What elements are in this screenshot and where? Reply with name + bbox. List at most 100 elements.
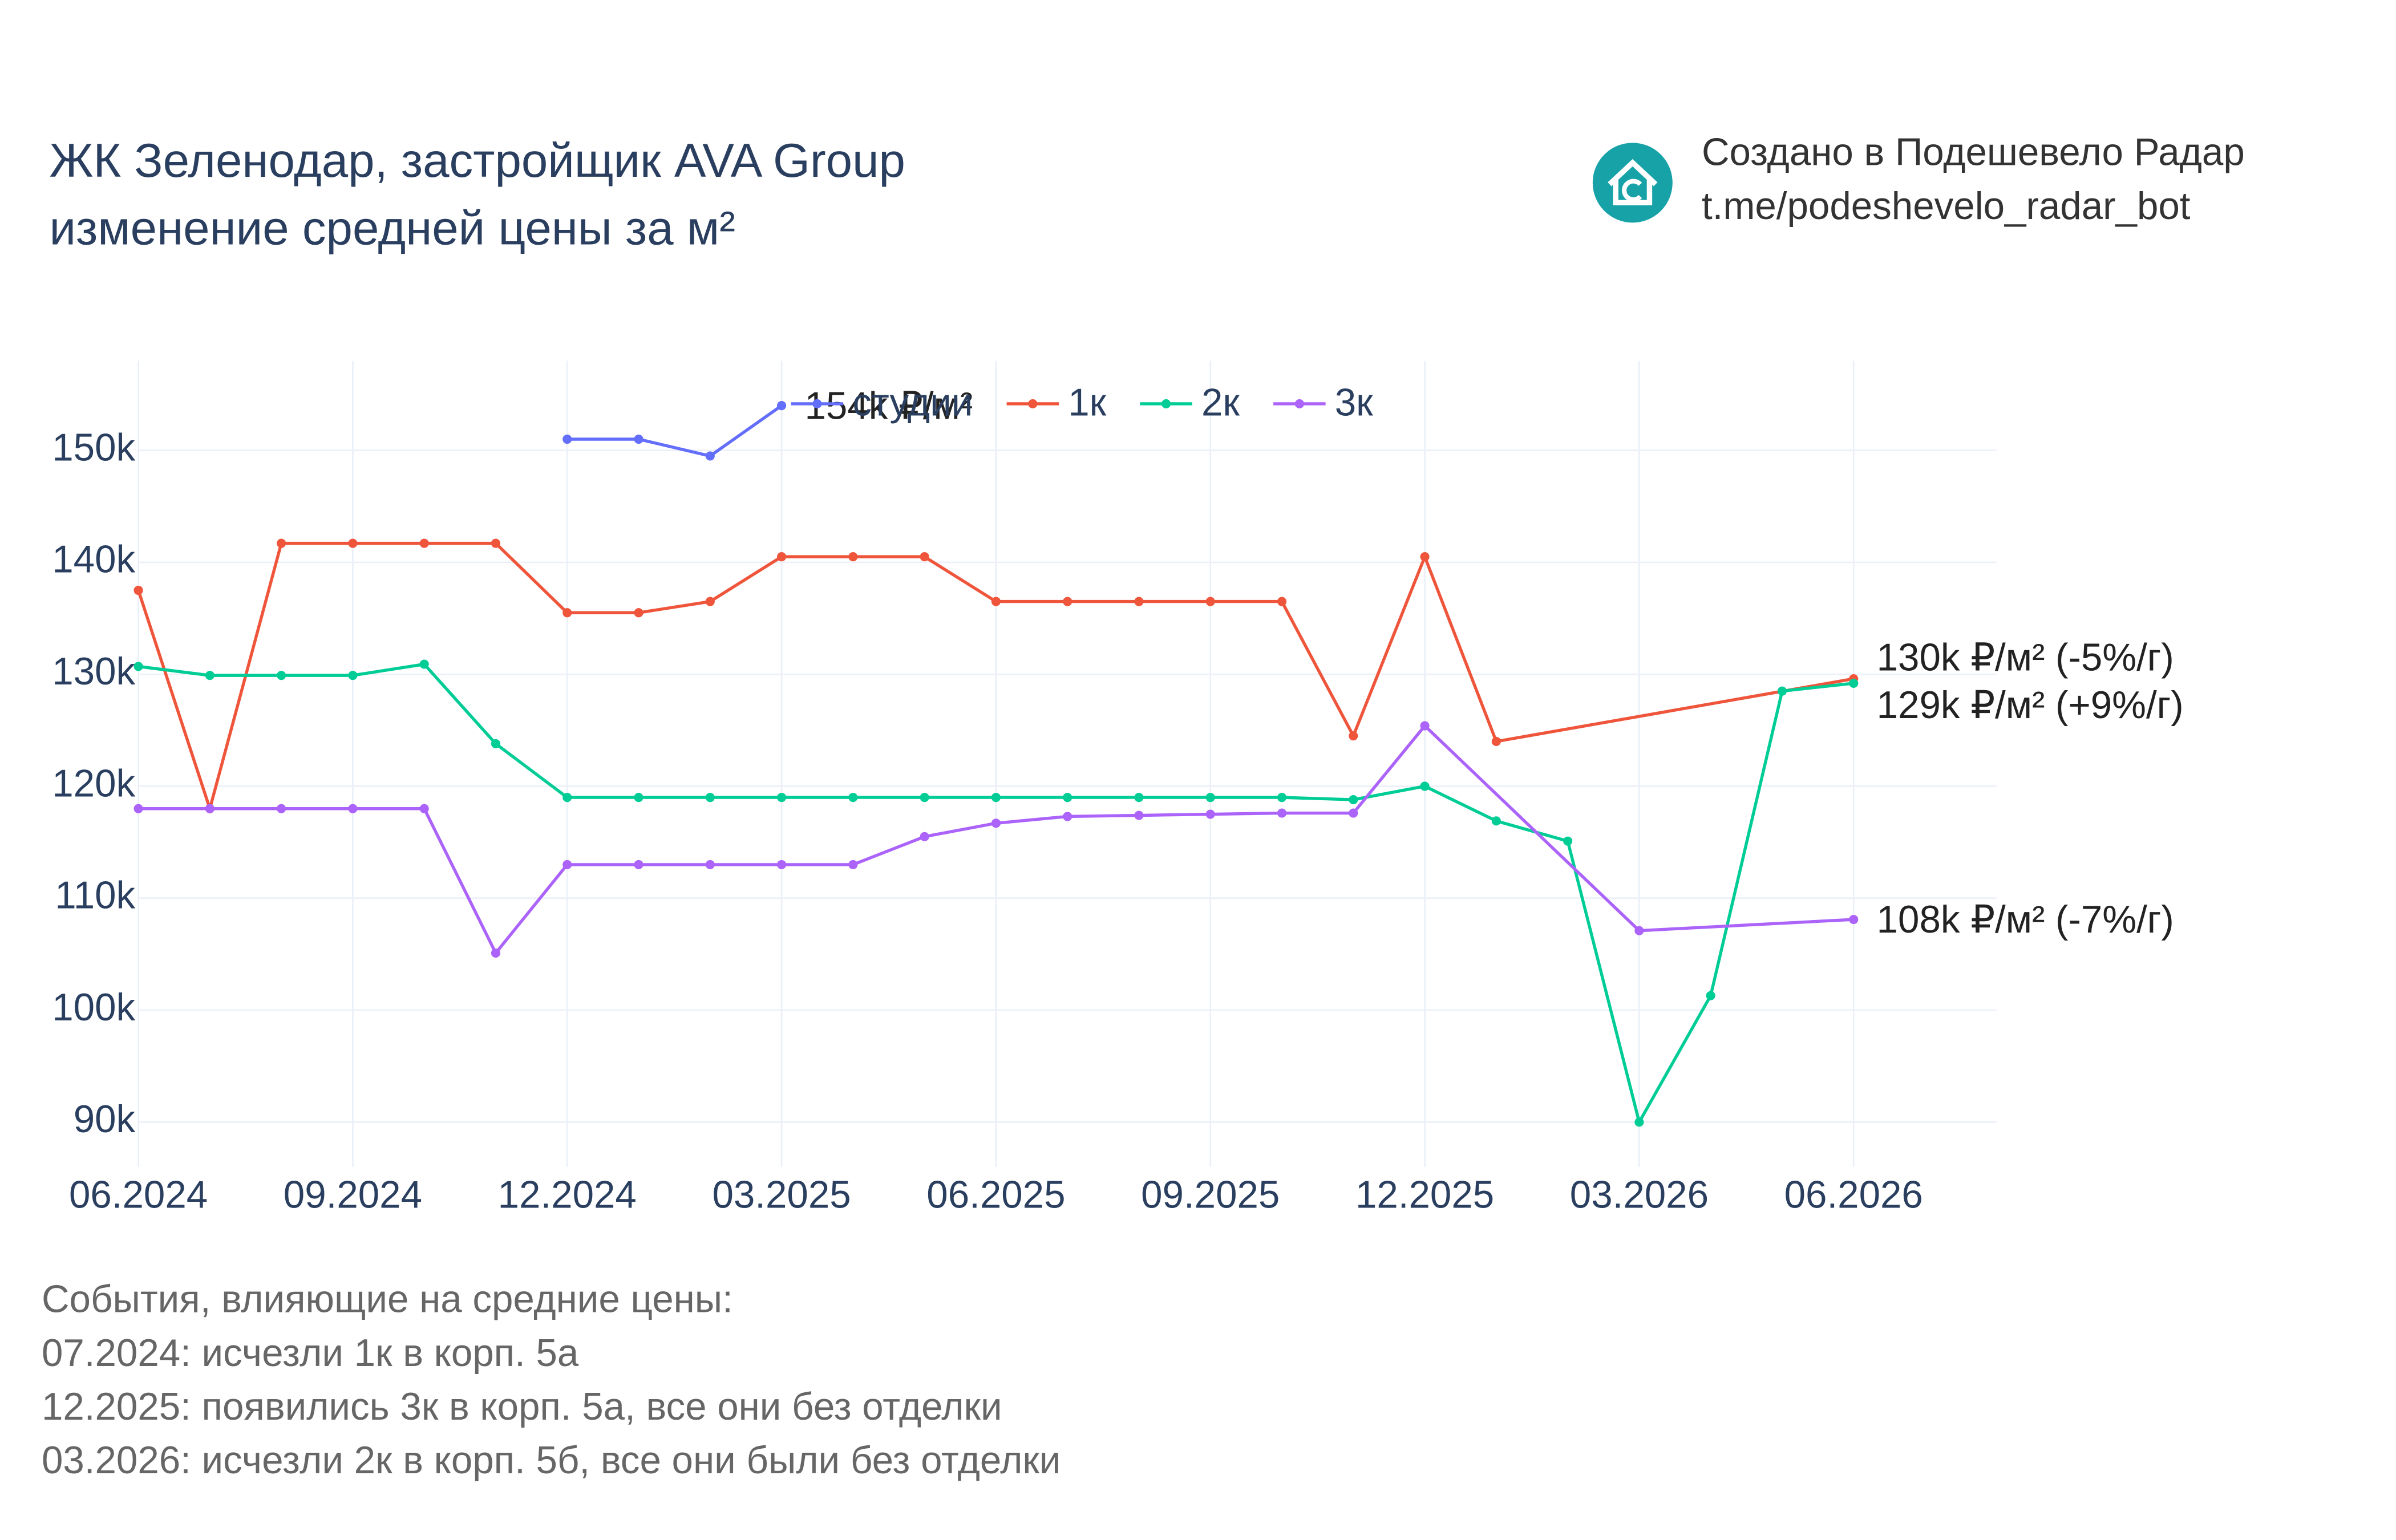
legend-label: 1к xyxy=(1068,381,1106,424)
legend-label: 2к xyxy=(1201,381,1240,424)
legend-label: студии xyxy=(852,381,973,424)
brand-link: t.me/podeshevelo_radar_bot xyxy=(1702,185,2191,228)
x-tick-label: 12.2025 xyxy=(1355,1173,1494,1216)
note: 12.2025: появились 3к в корп. 5а, все он… xyxy=(42,1385,1002,1428)
point xyxy=(1349,808,1358,818)
point xyxy=(776,552,787,562)
point xyxy=(991,818,1001,828)
point xyxy=(848,552,858,562)
x-tick-label: 06.2025 xyxy=(926,1173,1065,1216)
x-tick-label: 09.2025 xyxy=(1141,1173,1280,1216)
point xyxy=(920,552,929,562)
point xyxy=(562,793,572,803)
point xyxy=(1134,597,1144,606)
x-tick-label: 03.2026 xyxy=(1570,1173,1709,1216)
point xyxy=(419,538,429,548)
point xyxy=(634,793,643,803)
logo xyxy=(1592,143,1673,223)
legend-label: 3к xyxy=(1335,381,1373,424)
end-label: 129k ₽/м² (+9%/г) xyxy=(1877,684,2184,727)
point xyxy=(776,793,787,803)
point xyxy=(1349,795,1358,805)
point xyxy=(1277,808,1287,818)
point xyxy=(1277,597,1287,606)
legend-swatch xyxy=(1294,399,1304,409)
x-tick-label: 09.2024 xyxy=(284,1173,422,1216)
note: 07.2024: исчезли 1к в корп. 5а xyxy=(42,1332,579,1375)
x-tick-label: 06.2026 xyxy=(1784,1173,1923,1216)
point xyxy=(705,451,715,461)
point xyxy=(419,659,429,669)
point xyxy=(1277,793,1287,803)
point xyxy=(991,793,1001,803)
y-tick-label: 130k xyxy=(52,650,135,693)
point xyxy=(920,832,929,841)
point xyxy=(1134,810,1144,820)
legend-swatch xyxy=(1028,399,1038,409)
point xyxy=(205,671,214,680)
point xyxy=(1563,836,1573,846)
point xyxy=(133,662,143,671)
point xyxy=(491,538,501,548)
point xyxy=(491,948,501,958)
point xyxy=(705,597,715,606)
y-tick-label: 150k xyxy=(52,426,135,469)
series-line xyxy=(567,404,783,458)
point xyxy=(705,793,715,803)
x-tick-label: 06.2024 xyxy=(69,1173,208,1216)
legend-swatch xyxy=(812,399,822,409)
point xyxy=(1849,678,1859,688)
point xyxy=(1777,686,1787,696)
point xyxy=(634,860,643,869)
point xyxy=(1420,781,1430,791)
point xyxy=(348,671,358,680)
y-tick-label: 110k xyxy=(55,874,135,917)
point xyxy=(920,793,929,803)
point xyxy=(1205,809,1215,819)
end-label: 154k ₽/м² xyxy=(804,384,973,427)
point xyxy=(1706,991,1715,1000)
point xyxy=(1063,812,1072,821)
point xyxy=(1634,926,1644,935)
x-tick-label: 03.2025 xyxy=(712,1173,851,1216)
point xyxy=(1491,736,1501,747)
point xyxy=(1205,597,1215,606)
point xyxy=(848,793,858,803)
point xyxy=(348,804,358,813)
point xyxy=(848,860,858,869)
note: 03.2026: исчезли 2к в корп. 5б, все они … xyxy=(42,1439,1061,1482)
note: События, влияющие на средние цены: xyxy=(42,1278,733,1321)
point xyxy=(634,434,643,444)
y-tick-label: 140k xyxy=(52,538,135,581)
point xyxy=(1491,816,1501,826)
point xyxy=(1634,1117,1644,1127)
point xyxy=(1205,793,1215,803)
point xyxy=(277,671,286,680)
point xyxy=(205,804,214,813)
x-tick-label: 12.2024 xyxy=(498,1173,637,1216)
y-tick-label: 120k xyxy=(52,762,135,805)
point xyxy=(634,608,643,618)
legend-swatch xyxy=(1161,399,1171,409)
title: ЖК Зеленодар, застройщик AVA Group xyxy=(49,133,905,187)
point xyxy=(419,804,429,813)
point xyxy=(277,538,286,548)
point xyxy=(1420,552,1430,562)
point xyxy=(277,804,286,813)
y-tick-label: 100k xyxy=(52,986,135,1029)
y-tick-label: 90k xyxy=(74,1098,136,1141)
point xyxy=(348,538,358,548)
brand: Создано в Подешевело Радар xyxy=(1702,131,2245,174)
end-label: 130k ₽/м² (-5%/г) xyxy=(1877,637,2174,679)
point xyxy=(133,585,143,595)
point xyxy=(562,860,572,869)
point xyxy=(1063,597,1072,606)
point xyxy=(133,804,143,813)
subtitle: изменение средней цены за м² xyxy=(49,201,735,255)
point xyxy=(1134,793,1144,803)
end-label: 108k ₽/м² (-7%/г) xyxy=(1877,898,2174,941)
point xyxy=(491,739,501,748)
point xyxy=(705,860,715,869)
